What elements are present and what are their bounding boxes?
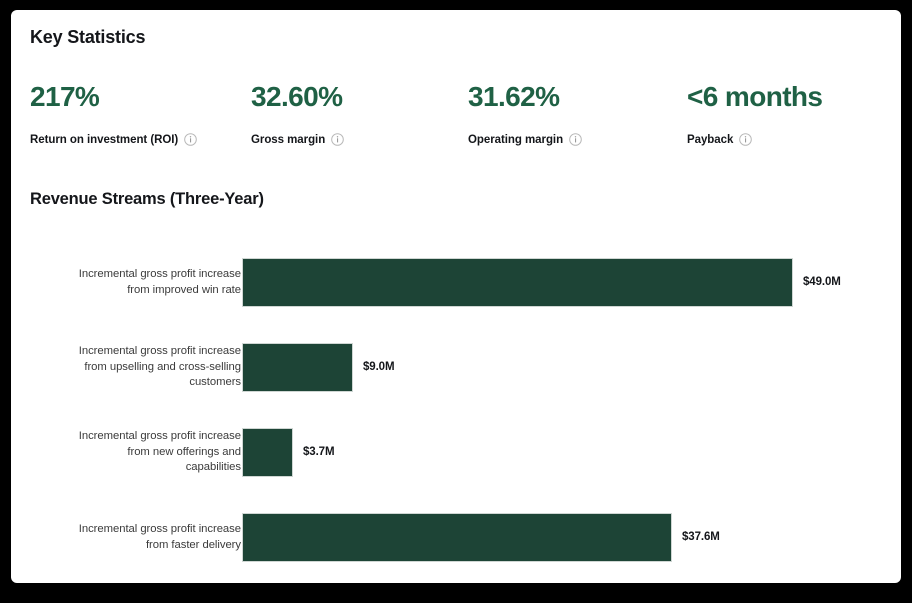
bar-label-line: customers: [189, 376, 241, 389]
info-icon[interactable]: [739, 133, 753, 146]
bar-value-label: $9.0M: [363, 361, 395, 373]
revenue-streams-bar-chart: Incremental gross profit increase from i…: [11, 240, 901, 580]
info-icon[interactable]: [331, 133, 344, 146]
stat-card-payback: <6 months Payback: [687, 80, 823, 146]
bar-label: Incremental gross profit increase from f…: [41, 522, 241, 553]
revenue-streams-heading: Revenue Streams (Three-Year): [30, 190, 264, 208]
bar-value-label: $37.6M: [682, 531, 720, 543]
bar-label-line: Incremental gross profit increase: [78, 345, 241, 358]
info-icon[interactable]: [569, 133, 582, 146]
stat-label-payback: Payback: [687, 133, 734, 146]
stat-label-row-operating-margin: Operating margin: [468, 133, 582, 146]
bar-row: Incremental gross profit increase from n…: [11, 428, 901, 477]
stat-value-gross-margin: 32.60%: [251, 81, 343, 112]
key-statistics-row: 217% Return on investment (ROI) 32.60%: [30, 80, 882, 170]
bar-label-line: Incremental gross profit increase: [78, 430, 241, 443]
bar[interactable]: [242, 513, 672, 562]
bar-label: Incremental gross profit increase from i…: [41, 267, 241, 298]
bar-label-line: capabilities: [185, 461, 241, 474]
bar-value-label: $3.7M: [303, 446, 335, 458]
bar-row: Incremental gross profit increase from u…: [11, 343, 901, 392]
bar-label-line: Incremental gross profit increase: [78, 523, 241, 535]
bar-value-label: $49.0M: [803, 276, 841, 288]
bar-label: Incremental gross profit increase from u…: [41, 344, 241, 391]
stat-label-row-roi: Return on investment (ROI): [30, 133, 198, 146]
key-statistics-heading: Key Statistics: [30, 27, 146, 47]
bar[interactable]: [242, 258, 793, 307]
bar-row: Incremental gross profit increase from i…: [11, 258, 901, 307]
stat-label-row-payback: Payback: [687, 133, 753, 146]
bar-label-line: from improved win rate: [127, 283, 241, 296]
stat-label-row-gross-margin: Gross margin: [251, 133, 344, 146]
bar-row: Incremental gross profit increase from f…: [11, 513, 901, 562]
stat-value-roi: 217%: [30, 81, 100, 112]
stat-card-roi: 217% Return on investment (ROI): [30, 80, 198, 146]
stat-value-operating-margin: 31.62%: [468, 81, 560, 112]
stat-label-gross-margin: Gross margin: [251, 133, 326, 146]
stat-value-payback: <6 months: [687, 81, 823, 112]
bar[interactable]: [242, 428, 293, 477]
report-panel: Key Statistics 217% Return on investment…: [11, 10, 901, 583]
stat-card-operating-margin: 31.62% Operating margin: [468, 80, 582, 146]
stat-label-operating-margin: Operating margin: [468, 133, 564, 146]
stat-card-gross-margin: 32.60% Gross margin: [251, 80, 344, 146]
stat-label-roi: Return on investment (ROI): [30, 133, 179, 146]
bar[interactable]: [242, 343, 353, 392]
bar-label-line: from new offerings and: [127, 445, 241, 458]
bar-label-line: Incremental gross profit increase: [78, 268, 241, 280]
bar-label-line: from upselling and cross-selling: [84, 360, 241, 373]
bar-label-line: from faster delivery: [145, 538, 241, 551]
info-icon[interactable]: [184, 133, 198, 146]
bar-label: Incremental gross profit increase from n…: [41, 429, 241, 476]
